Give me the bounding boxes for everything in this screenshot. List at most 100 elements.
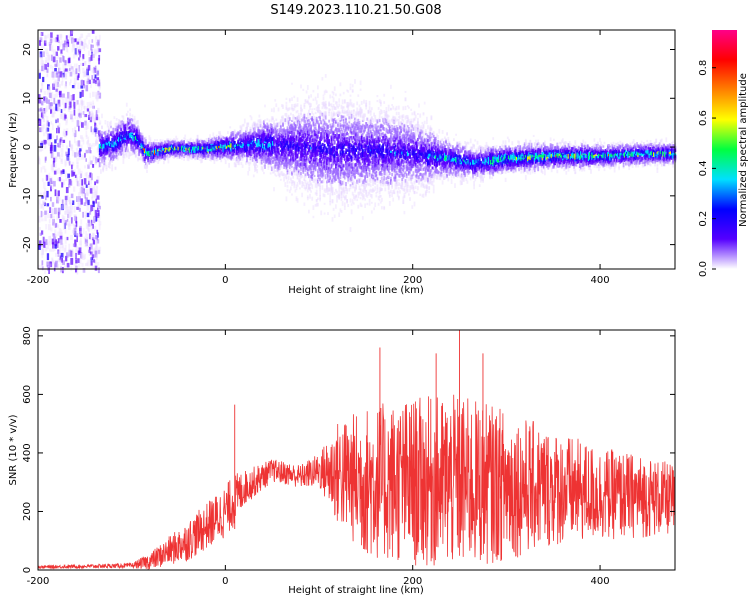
heatmap-cell bbox=[301, 162, 303, 167]
heatmap-cell bbox=[76, 38, 79, 45]
heatmap-cell bbox=[250, 134, 253, 138]
heatmap-cell bbox=[59, 258, 63, 262]
heatmap-cell bbox=[288, 98, 291, 101]
heatmap-cell bbox=[257, 146, 260, 149]
heatmap-cell bbox=[310, 135, 312, 138]
heatmap-cell bbox=[69, 180, 73, 186]
heatmap-cell bbox=[104, 156, 107, 160]
heatmap-cell bbox=[276, 144, 279, 148]
heatmap-cell bbox=[188, 148, 191, 153]
heatmap-cell bbox=[67, 58, 71, 64]
heatmap-cell bbox=[81, 101, 84, 106]
heatmap-cell bbox=[281, 160, 283, 164]
heatmap-cell bbox=[186, 151, 189, 155]
heatmap-cell bbox=[68, 158, 71, 164]
heatmap-cell bbox=[131, 151, 134, 156]
heatmap-cell bbox=[222, 153, 225, 158]
heatmap-cell bbox=[246, 135, 248, 139]
heatmap-cell bbox=[53, 181, 56, 186]
heatmap-cell bbox=[88, 114, 90, 120]
heatmap-cell bbox=[221, 145, 224, 149]
heatmap-cell bbox=[141, 135, 144, 141]
heatmap-cell bbox=[145, 136, 147, 141]
heatmap-cell bbox=[304, 141, 307, 144]
heatmap-cell bbox=[239, 136, 242, 141]
heatmap-cell bbox=[41, 204, 43, 209]
heatmap-cell bbox=[248, 131, 251, 134]
heatmap-cell bbox=[118, 118, 120, 124]
heatmap-cell bbox=[288, 164, 291, 169]
heatmap-cell bbox=[246, 139, 248, 144]
heatmap-cell bbox=[129, 117, 131, 120]
heatmap-cell bbox=[311, 131, 314, 136]
heatmap-cell bbox=[79, 110, 82, 114]
heatmap-cell bbox=[261, 147, 264, 152]
heatmap-cell bbox=[63, 128, 66, 134]
heatmap-cell bbox=[102, 140, 105, 145]
heatmap-cell bbox=[246, 126, 248, 129]
heatmap-cell bbox=[238, 138, 241, 141]
figure-title: S149.2023.110.21.50.G08 bbox=[270, 3, 441, 18]
heatmap-cell bbox=[65, 156, 68, 161]
heatmap-cell bbox=[62, 43, 66, 51]
heatmap-cell bbox=[57, 250, 61, 257]
heatmap-cell bbox=[59, 242, 62, 249]
heatmap-cell bbox=[40, 109, 43, 114]
heatmap-cell bbox=[81, 122, 84, 128]
heatmap-cell bbox=[288, 160, 291, 165]
heatmap-cell bbox=[228, 145, 230, 148]
heatmap-cell bbox=[256, 159, 259, 163]
heatmap-cell bbox=[109, 134, 111, 137]
heatmap-cell bbox=[44, 107, 47, 113]
heatmap-cell bbox=[228, 162, 230, 168]
heatmap-cell bbox=[302, 169, 305, 174]
heatmap-cell bbox=[218, 148, 220, 152]
heatmap-cell bbox=[249, 155, 252, 160]
heatmap-cell bbox=[230, 147, 233, 152]
heatmap-cell bbox=[304, 132, 307, 136]
heatmap-cell bbox=[38, 127, 42, 132]
heatmap-cell bbox=[286, 120, 289, 123]
heatmap-cell bbox=[94, 260, 97, 265]
heatmap-cell bbox=[209, 144, 211, 148]
heatmap-cell bbox=[79, 187, 83, 194]
heatmap-cell bbox=[290, 124, 292, 129]
heatmap-cell bbox=[292, 114, 294, 119]
heatmap-cell bbox=[44, 143, 47, 149]
heatmap-cell bbox=[95, 216, 98, 222]
heatmap-cell bbox=[83, 188, 85, 194]
heatmap-cell bbox=[53, 94, 57, 99]
heatmap-cell bbox=[282, 159, 284, 165]
heatmap-cell bbox=[257, 133, 260, 137]
heatmap-cell bbox=[308, 158, 310, 162]
heatmap-cell bbox=[310, 156, 312, 159]
heatmap-cell bbox=[75, 63, 78, 70]
heatmap-cell bbox=[86, 44, 89, 49]
heatmap-cell bbox=[299, 157, 301, 161]
heatmap-cell bbox=[300, 129, 302, 133]
heatmap-cell bbox=[67, 156, 70, 164]
heatmap-cell bbox=[207, 149, 210, 152]
heatmap-cell bbox=[131, 132, 134, 134]
heatmap-cell bbox=[263, 150, 265, 154]
heatmap-cell bbox=[51, 179, 54, 183]
heatmap-cell bbox=[293, 185, 296, 189]
heatmap-cell bbox=[218, 145, 220, 151]
heatmap-cell bbox=[87, 220, 91, 227]
heatmap-cell bbox=[251, 142, 254, 147]
heatmap-cell bbox=[53, 163, 57, 169]
heatmap-cell bbox=[306, 128, 309, 132]
heatmap-cell bbox=[277, 148, 280, 154]
heatmap-cell bbox=[251, 151, 254, 155]
heatmap-cell bbox=[45, 224, 48, 230]
heatmap-cell bbox=[198, 142, 201, 146]
heatmap-cell bbox=[49, 41, 52, 46]
heatmap-cell bbox=[134, 122, 137, 126]
heatmap-cell bbox=[125, 135, 128, 139]
heatmap-cell bbox=[315, 193, 318, 196]
heatmap-cell bbox=[160, 154, 163, 159]
heatmap-cell bbox=[93, 128, 96, 133]
heatmap-cell bbox=[189, 145, 192, 150]
heatmap-cell bbox=[156, 148, 158, 154]
heatmap-cell bbox=[87, 136, 90, 142]
